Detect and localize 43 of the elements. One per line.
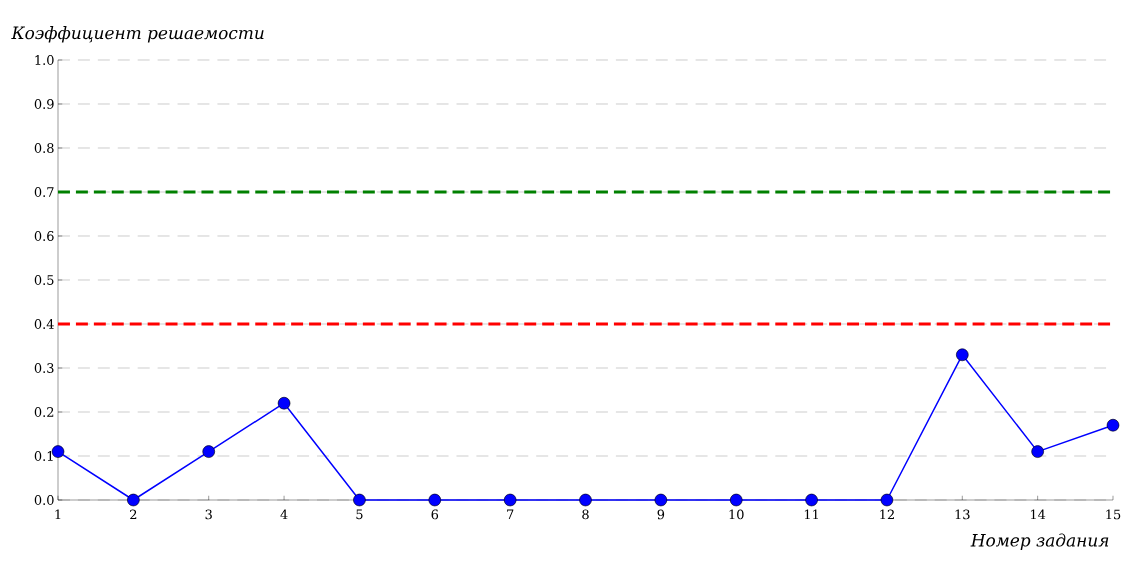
x-tick-label: 2	[130, 509, 137, 520]
y-tick-label: 0.7	[34, 187, 54, 197]
y-tick-label: 0.2	[34, 407, 54, 417]
point	[503, 493, 517, 507]
point	[956, 348, 969, 362]
x-tick-label: 4	[280, 509, 288, 520]
y-tick-label: 0.3	[34, 363, 54, 373]
point	[729, 493, 743, 507]
point	[428, 493, 442, 507]
point	[880, 493, 894, 507]
y-tick-label: 0.0	[34, 495, 54, 505]
x-tick-label: 3	[205, 509, 212, 520]
point	[805, 493, 818, 507]
x-tick-label: 12	[880, 509, 894, 520]
point	[1106, 418, 1120, 432]
y-tick-label: 0.9	[34, 99, 54, 109]
x-tick-label: 7	[507, 509, 514, 519]
point	[277, 396, 291, 410]
y-tick-label: 0.6	[34, 231, 54, 241]
y-tick-label: 0.1	[34, 451, 53, 461]
x-tick-label: 14	[1030, 509, 1046, 520]
point	[353, 493, 366, 507]
point	[51, 445, 65, 458]
x-tick-label: 15	[1106, 509, 1121, 520]
y-tick-label: 0.8	[34, 143, 54, 153]
x-tick-label: 6	[431, 509, 439, 520]
x-tick-label: 13	[955, 509, 970, 520]
x-tick-label: 9	[657, 509, 665, 520]
x-tick-label: 5	[356, 509, 363, 520]
y-tick-label: 0.5	[34, 275, 54, 285]
point	[579, 493, 592, 507]
point	[654, 493, 668, 507]
point	[202, 445, 215, 458]
y-axis-title: Коэффициент решаемости	[11, 26, 264, 43]
y-tick-label: 1.0	[35, 55, 54, 65]
x-tick-label: 10	[729, 509, 744, 520]
x-tick-label: 1	[55, 509, 61, 520]
y-tick-label: 0.4	[34, 319, 54, 329]
x-tick-label: 8	[582, 509, 589, 520]
x-tick-label: 11	[804, 509, 818, 520]
point	[127, 493, 140, 507]
x-axis-title: Номер задания	[970, 533, 1109, 550]
point	[1031, 445, 1044, 458]
